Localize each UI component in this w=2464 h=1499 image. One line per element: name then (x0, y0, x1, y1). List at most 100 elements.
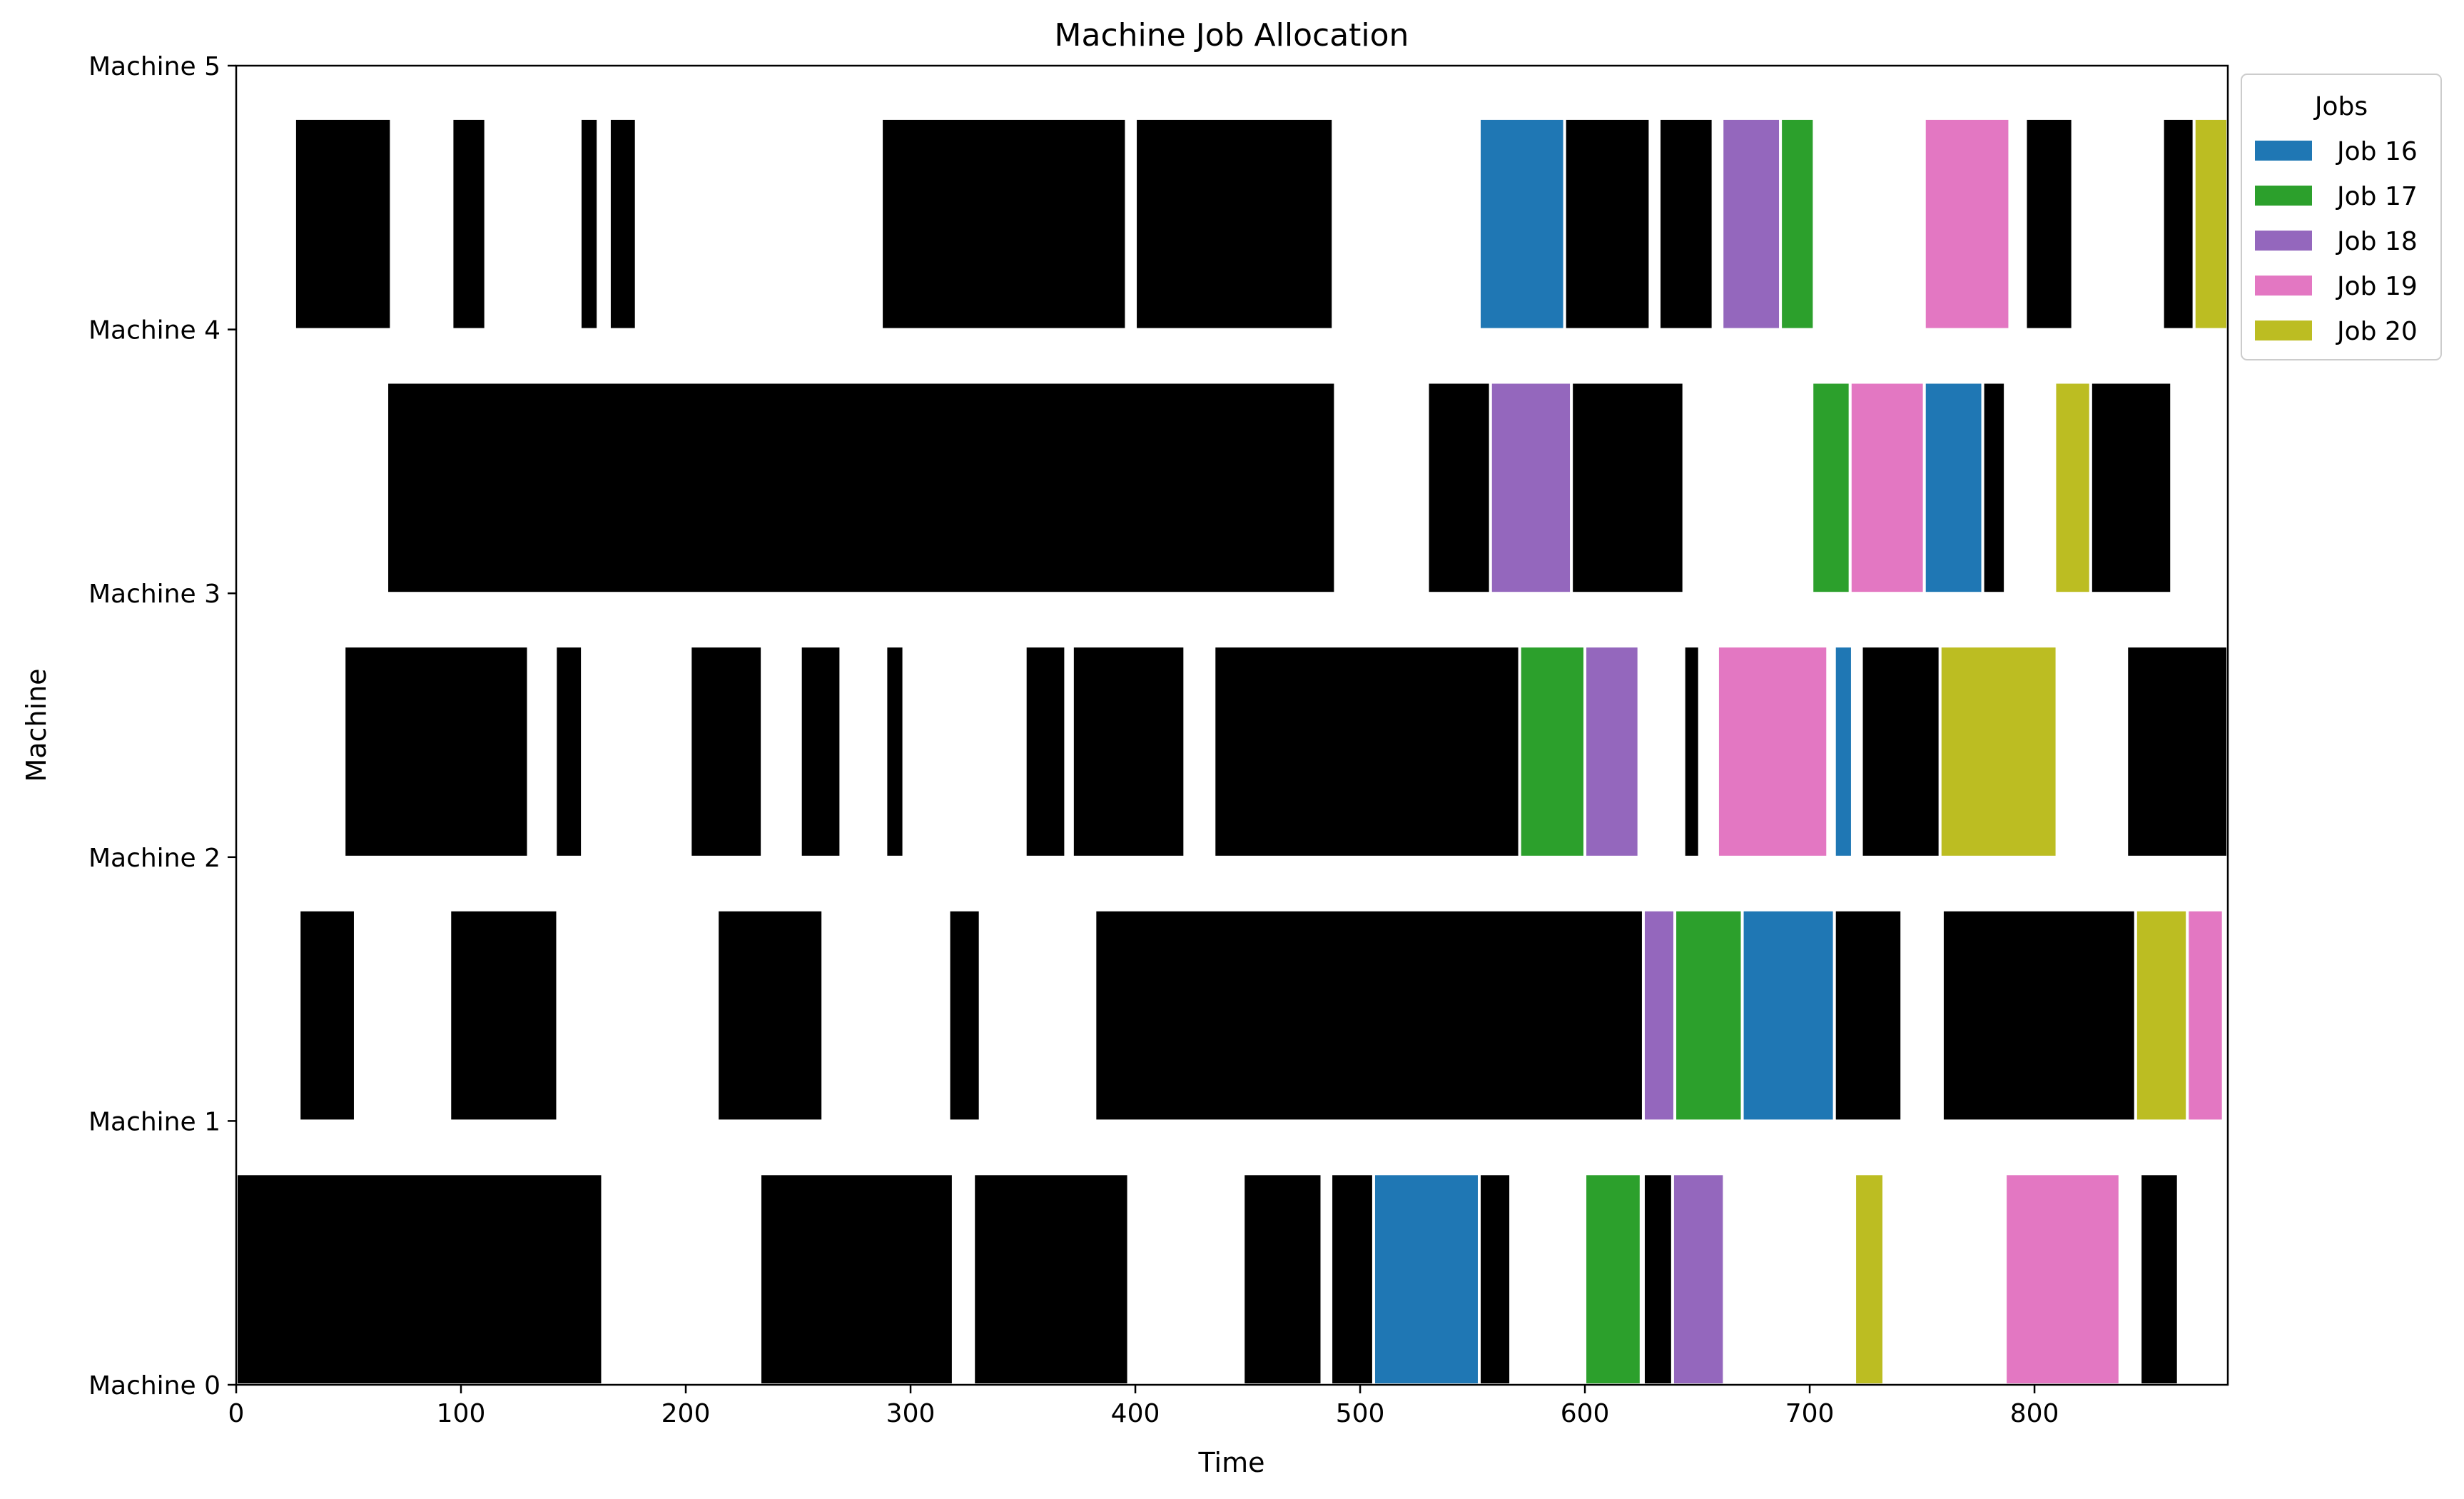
legend-swatch (2255, 231, 2312, 251)
y-axis-title: Machine (21, 668, 52, 782)
task-bar-job-16 (1922, 380, 1984, 595)
legend-entries: Job 16 Job 17 Job 18 Job 19 Job 20 (2255, 137, 2418, 346)
task-bar-other (1641, 1172, 1674, 1386)
task-bar-job-18 (1489, 380, 1573, 595)
task-bar-other (385, 380, 1337, 595)
task-bar-job-19 (1848, 380, 1926, 595)
task-bar-other (607, 116, 638, 331)
task-bar-job-18 (1720, 116, 1783, 331)
task-bar-job-19 (1715, 645, 1830, 859)
legend-swatch (2255, 276, 2312, 296)
x-tick-label: 500 (1336, 1399, 1385, 1428)
task-bar-other (578, 116, 600, 331)
task-bar-job-17 (1518, 645, 1587, 859)
x-tick-label: 400 (1111, 1399, 1160, 1428)
legend-label: Job 18 (2336, 227, 2418, 256)
task-bar-other (1242, 1172, 1324, 1386)
legend-swatch (2255, 186, 2312, 206)
chart-title: Machine Job Allocation (1055, 17, 1409, 54)
task-bar-job-17 (1779, 116, 1816, 331)
task-bar-other (1981, 380, 2007, 595)
x-tick-label: 700 (1785, 1399, 1835, 1428)
legend-title: Jobs (2313, 92, 2368, 121)
task-bar-other (1023, 645, 1068, 859)
legend-swatch (2255, 141, 2312, 161)
task-bar-other (880, 116, 1128, 331)
task-bar-other (1658, 116, 1715, 331)
x-tick-label: 600 (1561, 1399, 1610, 1428)
task-bar-job-19 (2186, 908, 2225, 1123)
task-bar-other (2024, 116, 2074, 331)
y-tick-label: Machine 0 (88, 1371, 220, 1400)
x-axis-title: Time (1198, 1447, 1265, 1478)
task-bar-other (450, 116, 487, 331)
task-bar-other (1093, 908, 1645, 1123)
task-bar-other (2161, 116, 2196, 331)
task-bar-other (947, 908, 982, 1123)
legend-label: Job 16 (2336, 137, 2418, 166)
task-bar-other (1682, 645, 1701, 859)
task-bar-job-18 (1583, 645, 1641, 859)
task-bar-other (2139, 1172, 2180, 1386)
legend-swatch (2255, 321, 2312, 340)
task-bar-other (798, 645, 843, 859)
task-bar-other (1329, 1172, 1375, 1386)
task-bar-job-17 (1673, 908, 1744, 1123)
task-bar-other (716, 908, 825, 1123)
task-bar-other (972, 1172, 1130, 1386)
x-tick-label: 800 (2010, 1399, 2059, 1428)
task-bar-other (1832, 908, 1904, 1123)
task-bar-other (1134, 116, 1335, 331)
task-bar-other (235, 1172, 604, 1386)
task-bar-other (689, 645, 764, 859)
y-tick-label: Machine 1 (88, 1107, 220, 1136)
x-tick-label: 100 (437, 1399, 486, 1428)
task-bar-other (1070, 645, 1187, 859)
task-bar-other (1563, 116, 1652, 331)
x-axis-ticks: 0 100 200 300 400 500 600 700 800 (228, 1385, 2059, 1428)
task-bar-job-16 (1832, 645, 1854, 859)
task-bar-other (758, 1172, 955, 1386)
task-bar-job-19 (1922, 116, 2012, 331)
task-bar-other (1860, 645, 1942, 859)
task-bar-job-16 (1740, 908, 1836, 1123)
plot-area-frame (235, 64, 2229, 1386)
task-bar-other (1478, 1172, 1513, 1386)
task-bar-job-18 (1670, 1172, 1726, 1386)
task-bar-other (554, 645, 584, 859)
task-bar-job-16 (1372, 1172, 1481, 1386)
task-bar-job-20 (2134, 908, 2189, 1123)
task-bar-job-20 (2053, 380, 2092, 595)
task-bar-job-20 (1853, 1172, 1886, 1386)
legend-label: Job 20 (2336, 317, 2418, 346)
legend: Jobs Job 16 Job 17 Job 18 Job 19 Job 20 (2241, 74, 2442, 360)
task-bar-job-19 (2004, 1172, 2121, 1386)
task-bar-other (448, 908, 559, 1123)
task-bar-job-17 (1810, 380, 1852, 595)
y-tick-label: Machine 2 (88, 844, 220, 873)
task-bar-other (1570, 380, 1685, 595)
task-bar-job-20 (1938, 645, 2059, 859)
task-bar-other (1212, 645, 1521, 859)
task-bar-other (298, 908, 357, 1123)
y-tick-label: Machine 5 (88, 52, 220, 81)
task-bar-other (293, 116, 393, 331)
y-tick-label: Machine 3 (88, 580, 220, 609)
task-bar-other (2125, 645, 2229, 859)
x-tick-label: 0 (228, 1399, 245, 1428)
x-tick-label: 300 (886, 1399, 936, 1428)
task-bar-other (1426, 380, 1492, 595)
task-bar-other (2089, 380, 2174, 595)
x-tick-label: 200 (661, 1399, 711, 1428)
task-bar-other (884, 645, 906, 859)
y-tick-label: Machine 4 (88, 316, 220, 345)
task-bar-other (1940, 908, 2137, 1123)
y-axis-ticks: Machine 0 Machine 1 Machine 2 Machine 3 Mach… (88, 52, 236, 1400)
legend-label: Job 19 (2336, 272, 2418, 301)
bars-layer (235, 116, 2229, 1386)
task-bar-job-17 (1583, 1172, 1643, 1386)
task-bar-job-18 (1641, 908, 1677, 1123)
task-bar-other (343, 645, 530, 859)
task-bar-job-20 (2192, 116, 2229, 331)
